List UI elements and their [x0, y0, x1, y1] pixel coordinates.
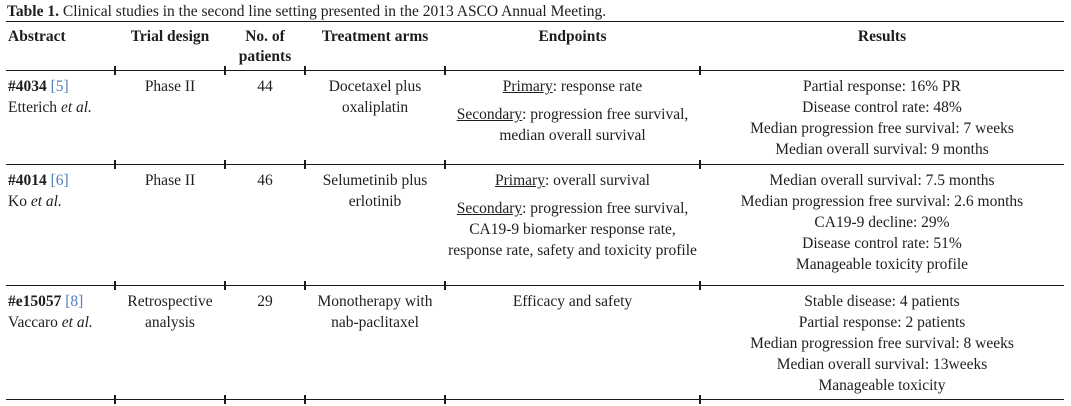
header-row: Abstract Trial design No. of patients Tr… [6, 21, 1064, 75]
endpoints-cell: Primary: overall survival Secondary: pro… [444, 164, 700, 290]
table-title-label: Table 1. [7, 3, 59, 20]
endpoint-primary: Primary: overall survival [448, 170, 697, 191]
table-title: Table 1. Clinical studies in the second … [7, 3, 606, 21]
column-header-treatment: Treatment arms [304, 21, 445, 75]
author-line: Vaccaro et al. [8, 312, 112, 333]
endpoint-secondary: Secondary: progression free survival, me… [448, 104, 697, 146]
citation-ref[interactable]: [5] [50, 78, 69, 95]
endpoint-text: : progression free survival, median over… [499, 106, 689, 144]
endpoint-label: Primary [502, 78, 553, 95]
author-line: Etterich et al. [8, 97, 112, 118]
endpoint-label: Primary [495, 172, 545, 189]
column-header-endpoints: Endpoints [444, 21, 700, 75]
endpoint-secondary: Secondary: progression free survival, CA… [448, 198, 697, 261]
abstract-id-line: #e15057 [8] [8, 291, 112, 312]
results-cell: Median overall survival: 7.5 months Medi… [699, 164, 1064, 290]
endpoint-plain: Efficacy and safety [448, 291, 697, 312]
column-header-abstract: Abstract [6, 21, 115, 71]
endpoint-text: Efficacy and safety [512, 293, 633, 310]
abstract-id-line: #4034 [5] [8, 76, 112, 97]
result-line: Median overall survival: 9 months [775, 141, 989, 158]
column-header-results: Results [699, 21, 1064, 75]
abstract-cell: #4034 [5] Etterich et al. [6, 70, 115, 165]
citation-ref[interactable]: [6] [50, 172, 69, 189]
trial-design-cell: Phase II [114, 70, 225, 169]
result-line: Partial response: 2 patients [798, 314, 966, 331]
results-cell: Stable disease: 4 patients Partial respo… [699, 285, 1064, 404]
result-line: Manageable toxicity [818, 377, 946, 394]
result-line: Partial response: 16% PR [803, 78, 961, 95]
abstract-id-line: #4014 [6] [8, 170, 112, 191]
table-row: #4014 [6] Ko et al. Phase II 46 Selumeti… [6, 164, 1064, 290]
treatment-arms-cell: Selumetinib plus erlotinib [304, 164, 445, 290]
result-line: Median overall survival: 7.5 months [769, 172, 995, 189]
endpoint-primary: Primary: response rate [448, 76, 697, 97]
result-line: Median progression free survival: 2.6 mo… [740, 193, 1024, 210]
trial-design-cell: Phase II [114, 164, 225, 290]
patients-count-cell: 44 [224, 70, 305, 169]
abstract-cell: #4014 [6] Ko et al. [6, 164, 115, 286]
endpoint-text: : overall survival [544, 172, 650, 189]
result-line: CA19-9 decline: 29% [814, 214, 950, 231]
treatment-arms-cell: Monotherapy with nab-paclitaxel [304, 285, 445, 404]
table-row: #4034 [5] Etterich et al. Phase II 44 Do… [6, 70, 1064, 169]
result-line: Median overall survival: 13weeks [776, 356, 988, 373]
result-line: Disease control rate: 48% [802, 99, 962, 116]
results-cell: Partial response: 16% PR Disease control… [699, 70, 1064, 169]
trial-design-cell: Retrospective analysis [114, 285, 225, 404]
result-line: Median progression free survival: 8 week… [750, 335, 1014, 352]
abstract-id: #4014 [8, 172, 47, 189]
etal-label: et al. [30, 193, 62, 210]
patients-count-cell: 46 [224, 164, 305, 290]
etal-label: et al. [60, 99, 92, 116]
endpoint-label: Secondary [456, 106, 523, 123]
abstract-cell: #e15057 [8] Vaccaro et al. [6, 285, 115, 400]
endpoint-text: : response rate [552, 78, 643, 95]
column-header-trial-design: Trial design [114, 21, 225, 75]
author-name: Etterich [8, 99, 58, 116]
endpoint-text: : progression free survival, CA19-9 biom… [448, 200, 697, 259]
abstract-id: #4034 [8, 78, 47, 95]
table-title-text: Clinical studies in the second line sett… [62, 3, 607, 20]
patients-count-cell: 29 [224, 285, 305, 404]
column-header-patients: No. of patients [224, 21, 305, 75]
table-row: #e15057 [8] Vaccaro et al. Retrospective… [6, 285, 1064, 404]
abstract-id: #e15057 [8, 293, 62, 310]
author-line: Ko et al. [8, 191, 112, 212]
author-name: Vaccaro [8, 314, 58, 331]
result-line: Median progression free survival: 7 week… [750, 120, 1014, 137]
endpoints-cell: Efficacy and safety [444, 285, 700, 404]
citation-ref[interactable]: [8] [65, 293, 84, 310]
endpoint-label: Secondary [456, 200, 523, 217]
clinical-studies-table: Abstract Trial design No. of patients Tr… [6, 21, 1064, 404]
etal-label: et al. [61, 314, 93, 331]
author-name: Ko [8, 193, 27, 210]
result-line: Stable disease: 4 patients [804, 293, 960, 310]
result-line: Disease control rate: 51% [802, 235, 962, 252]
treatment-arms-cell: Docetaxel plus oxaliplatin [304, 70, 445, 169]
endpoints-cell: Primary: response rate Secondary: progre… [444, 70, 700, 169]
result-line: Manageable toxicity profile [795, 256, 969, 273]
